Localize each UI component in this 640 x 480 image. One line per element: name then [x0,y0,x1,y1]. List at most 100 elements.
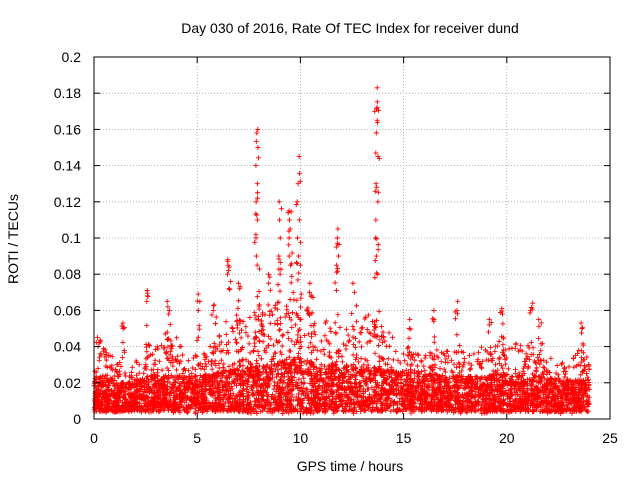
data-point [114,381,120,387]
data-point [298,316,304,322]
data-point [429,368,435,374]
data-point [330,378,336,384]
data-point [146,379,152,385]
data-point [164,329,170,335]
data-point [280,374,286,380]
data-point [451,361,457,367]
data-point [533,407,539,413]
data-point [312,320,318,326]
data-point [346,339,352,345]
data-point [192,382,198,388]
data-point [576,347,582,353]
data-point [392,376,398,382]
data-point [112,383,118,389]
data-point [209,366,215,372]
data-point [272,321,278,327]
data-point [248,372,254,378]
data-point [272,361,278,367]
data-point [364,358,370,364]
data-point [243,330,249,336]
data-point [359,344,365,350]
data-point [180,371,186,377]
data-point [293,379,299,385]
data-point [500,365,506,371]
data-point [123,397,129,403]
data-point [180,376,186,382]
data-point [479,411,485,417]
data-point [540,364,546,370]
data-point [104,364,110,370]
data-point [236,349,242,355]
data-point [301,380,307,386]
data-point [205,405,211,411]
data-point [490,368,496,374]
data-point [321,351,327,357]
data-point [108,376,114,382]
data-point [134,372,140,378]
data-point [421,376,427,382]
data-point [385,356,391,362]
data-point [501,396,507,402]
data-point [574,350,580,356]
data-point [304,308,310,314]
data-point [178,343,184,349]
data-point [318,338,324,344]
data-point [495,391,501,397]
data-point [412,357,418,363]
data-point [239,357,245,363]
data-point [362,316,368,322]
data-point [393,348,399,354]
data-point [466,360,472,366]
data-point [426,387,432,393]
data-point [239,327,245,333]
data-point [278,366,284,372]
data-point [545,376,551,382]
data-point [174,335,180,341]
data-point [184,403,190,409]
data-point [556,378,562,384]
data-point [477,393,483,399]
data-point [152,347,158,353]
data-point [583,408,589,414]
data-point [358,355,364,361]
data-point [298,344,304,350]
data-point [289,392,295,398]
data-point [346,408,352,414]
data-point [160,397,166,403]
data-point [575,385,581,391]
data-point [309,359,315,365]
data-point [348,363,354,369]
data-point [279,343,285,349]
data-point [387,371,393,377]
data-point [395,357,401,363]
data-point [189,371,195,377]
data-point [478,344,484,350]
data-point [249,384,255,390]
data-point [446,383,452,389]
data-point [174,373,180,379]
data-point [499,363,505,369]
data-point [525,343,531,349]
data-point [570,356,576,362]
data-point [134,359,140,365]
data-point [298,385,304,391]
data-point [168,397,174,403]
data-point [371,327,377,333]
data-point [280,411,286,417]
data-point [277,315,283,321]
data-point [497,355,503,361]
data-point [161,344,167,350]
data-point [469,362,475,368]
data-point [240,374,246,380]
data-point [190,365,196,371]
data-point [365,312,371,318]
data-point [271,342,277,348]
data-point [562,366,568,372]
data-point [240,357,246,363]
data-point [337,325,343,331]
data-point [253,335,259,341]
data-point [507,375,513,381]
data-point [584,371,590,377]
data-point [410,380,416,386]
data-point [158,343,164,349]
